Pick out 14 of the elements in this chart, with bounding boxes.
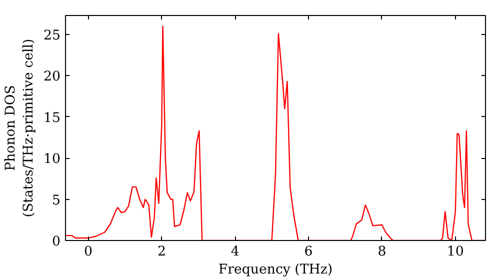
x-tick-label: 4 [230, 244, 240, 260]
y-tick-label: 25 [44, 28, 61, 44]
y-tick-label: 15 [44, 110, 61, 126]
x-tick-label: 8 [378, 244, 386, 260]
y-tick-label: 20 [44, 70, 61, 85]
y-tick-label: 10 [44, 152, 61, 168]
x-tick-label: 6 [304, 244, 313, 260]
y-axis-title: Phonon DOS (States/THz·primitive cell) [4, 38, 37, 218]
x-tick-label: 2 [157, 244, 166, 260]
y-tick-label: 0 [52, 234, 61, 250]
x-axis-title: Frequency (THz) [218, 262, 333, 278]
x-tick-label: 0 [84, 244, 93, 260]
y-tick-label: 5 [52, 193, 61, 208]
x-tick-label: 10 [446, 244, 464, 260]
